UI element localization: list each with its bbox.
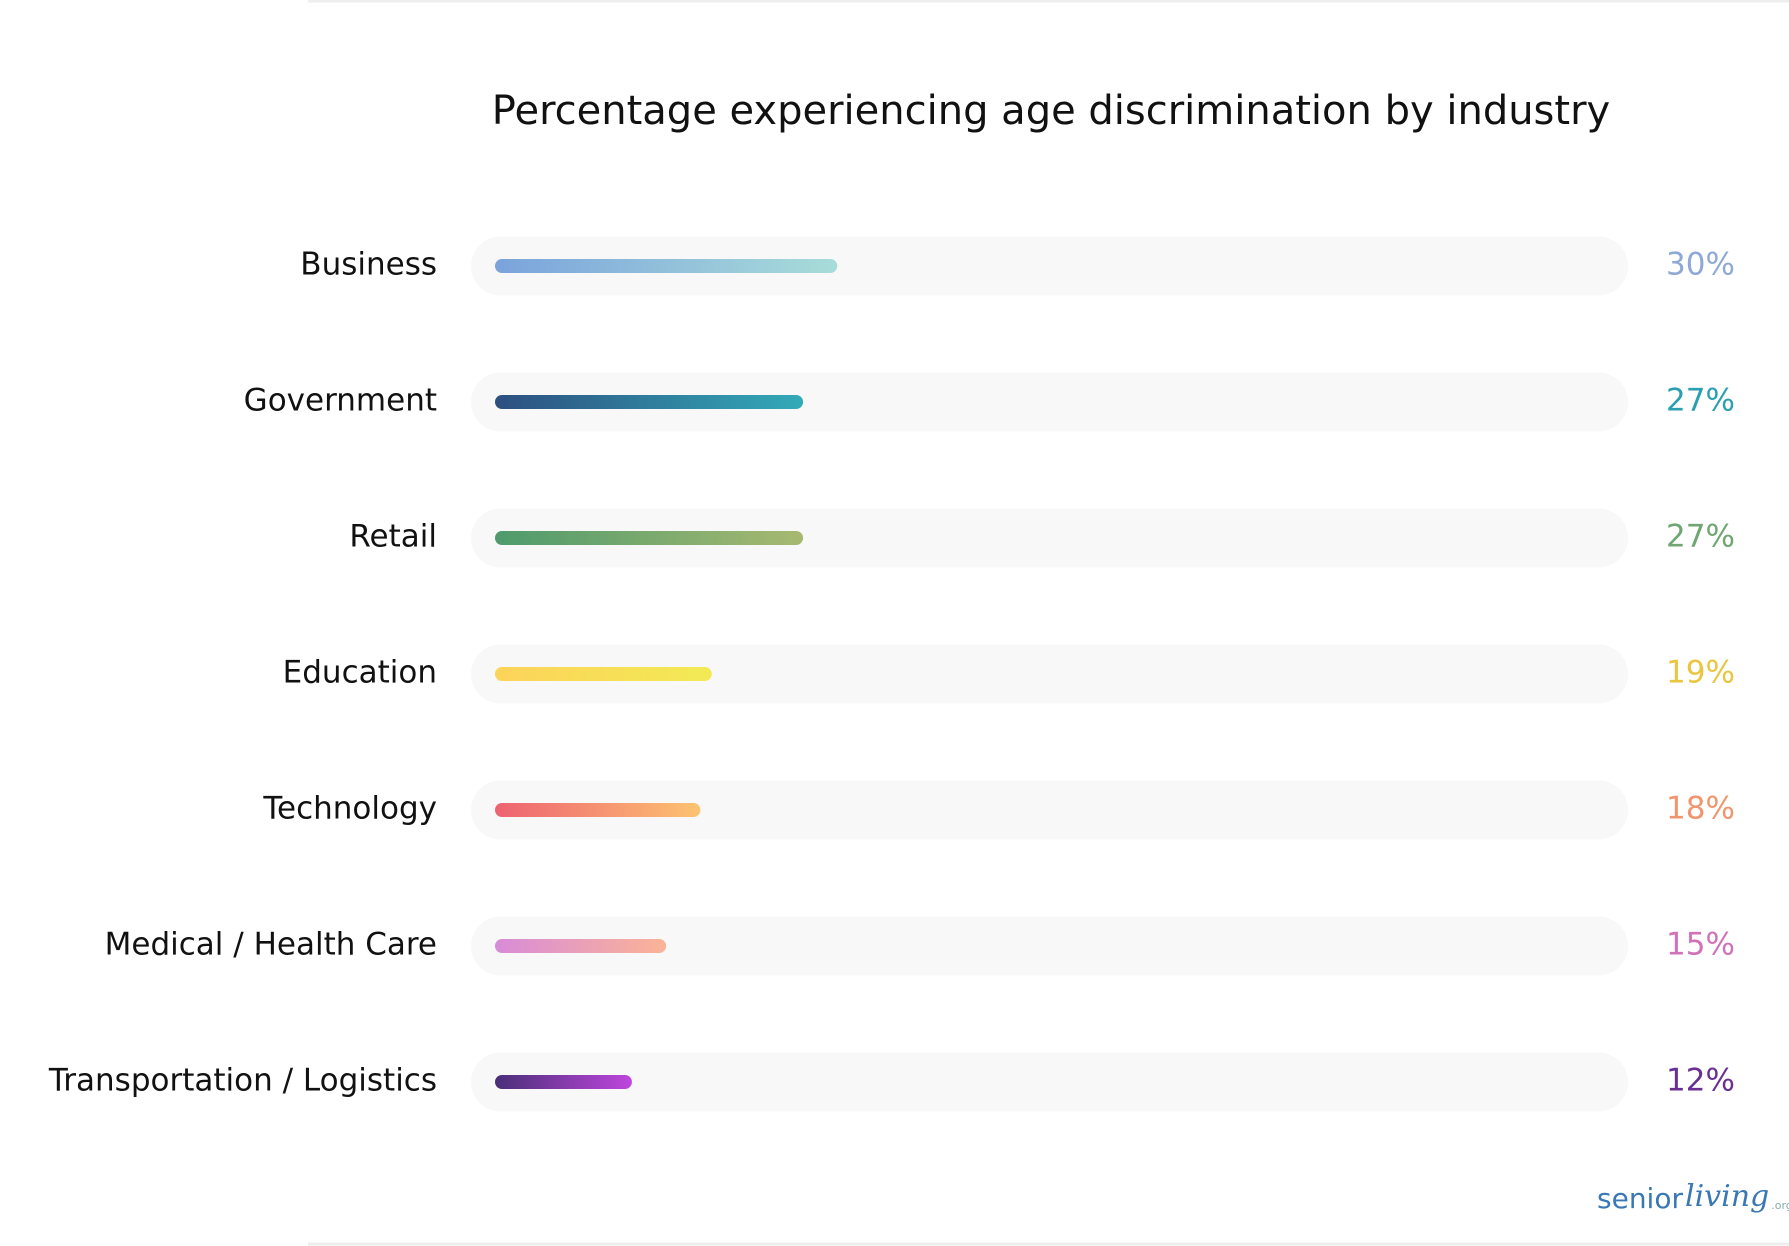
bar — [495, 259, 838, 273]
logo-living: living — [1685, 1179, 1769, 1214]
bar — [495, 803, 701, 817]
value-label: 19% — [1666, 655, 1735, 691]
value-label: 27% — [1666, 383, 1735, 419]
category-label: Business — [300, 247, 437, 283]
bar — [495, 395, 804, 409]
bar — [495, 667, 712, 681]
bar-track — [471, 780, 1628, 840]
bar-track — [471, 916, 1628, 976]
bar-track — [471, 1052, 1628, 1112]
category-label: Transportation / Logistics — [48, 1063, 437, 1099]
bar-track — [471, 372, 1628, 432]
bar — [495, 1075, 632, 1089]
bar — [495, 939, 667, 953]
value-label: 18% — [1666, 791, 1735, 827]
bar-track — [471, 644, 1628, 704]
logo: senior living .org — [1597, 1179, 1789, 1215]
value-label: 30% — [1666, 247, 1735, 283]
bar-track — [471, 236, 1628, 296]
bar-track — [471, 508, 1628, 568]
category-label: Medical / Health Care — [105, 927, 437, 963]
category-label: Retail — [349, 519, 437, 555]
logo-org: .org — [1771, 1199, 1789, 1212]
category-label: Education — [283, 655, 437, 691]
logo-senior: senior — [1597, 1182, 1683, 1215]
value-label: 15% — [1666, 927, 1735, 963]
category-label: Technology — [262, 791, 437, 827]
chart-title: Percentage experiencing age discriminati… — [492, 88, 1610, 134]
category-label: Government — [244, 383, 437, 419]
value-label: 27% — [1666, 519, 1735, 555]
bar — [495, 531, 804, 545]
value-label: 12% — [1666, 1063, 1735, 1099]
